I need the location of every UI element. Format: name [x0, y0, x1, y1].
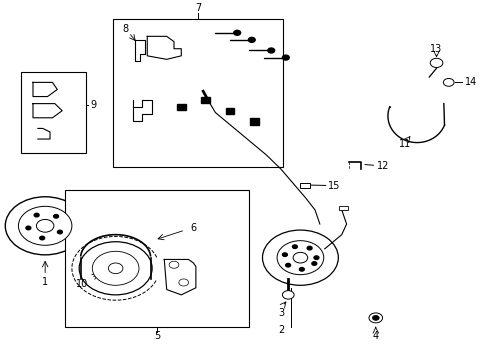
Circle shape	[5, 197, 85, 255]
Circle shape	[313, 256, 318, 260]
Circle shape	[179, 279, 188, 286]
Circle shape	[34, 213, 39, 217]
Circle shape	[282, 253, 287, 256]
Circle shape	[306, 246, 311, 250]
Circle shape	[57, 230, 62, 234]
Text: 2: 2	[277, 325, 284, 335]
Circle shape	[292, 245, 297, 248]
Circle shape	[108, 263, 122, 274]
Bar	[249, 118, 258, 125]
Text: 3: 3	[277, 307, 284, 318]
Bar	[64, 190, 249, 327]
Circle shape	[368, 313, 382, 323]
Circle shape	[277, 241, 323, 275]
Circle shape	[372, 315, 378, 320]
Circle shape	[282, 291, 293, 299]
Bar	[339, 206, 347, 210]
Text: 11: 11	[398, 139, 410, 149]
Text: 8: 8	[122, 24, 128, 34]
Circle shape	[40, 236, 44, 240]
Text: 1: 1	[42, 278, 48, 288]
Circle shape	[169, 261, 179, 268]
Circle shape	[262, 230, 338, 285]
Text: 6: 6	[190, 222, 196, 233]
Circle shape	[299, 267, 304, 271]
Circle shape	[79, 242, 152, 295]
Circle shape	[233, 30, 240, 35]
Text: 7: 7	[195, 3, 201, 13]
Text: 12: 12	[376, 161, 388, 171]
Circle shape	[19, 206, 72, 245]
Circle shape	[443, 78, 453, 86]
Text: 4: 4	[372, 330, 378, 341]
Text: 15: 15	[327, 181, 340, 191]
Text: 5: 5	[154, 330, 160, 341]
Circle shape	[54, 215, 59, 218]
Bar	[177, 104, 185, 111]
Circle shape	[26, 226, 31, 230]
Circle shape	[282, 55, 288, 60]
Circle shape	[267, 48, 274, 53]
Circle shape	[92, 251, 139, 285]
Bar	[300, 183, 309, 188]
Circle shape	[36, 220, 54, 232]
Text: 13: 13	[429, 44, 442, 54]
Bar	[21, 72, 86, 153]
Text: 9: 9	[90, 100, 97, 111]
Text: 10: 10	[75, 279, 87, 289]
Circle shape	[429, 58, 442, 67]
Circle shape	[311, 262, 316, 265]
Text: 14: 14	[464, 77, 476, 87]
Circle shape	[285, 264, 290, 267]
Circle shape	[248, 37, 255, 42]
Bar	[225, 108, 234, 114]
Circle shape	[292, 252, 307, 263]
Bar	[113, 19, 283, 167]
Bar	[201, 97, 209, 103]
